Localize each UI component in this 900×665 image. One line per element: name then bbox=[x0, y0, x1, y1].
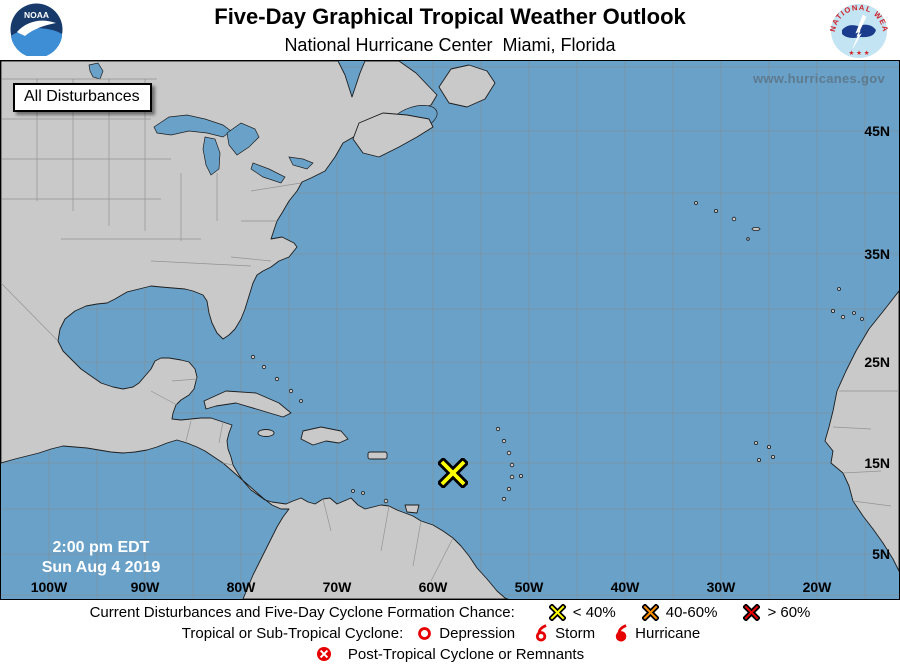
yellow-x-icon bbox=[548, 603, 566, 621]
map-legend: Current Disturbances and Five-Day Cyclon… bbox=[0, 600, 900, 665]
medium-chance-label: 40-60% bbox=[665, 603, 718, 621]
legend-item-storm: Storm bbox=[533, 623, 596, 643]
legend-item-high-chance: > 60% bbox=[743, 603, 811, 621]
small-islands bbox=[250, 201, 864, 504]
puerto-rico bbox=[367, 451, 388, 460]
lat-label-25n: 25N bbox=[864, 354, 890, 370]
nova-scotia bbox=[352, 112, 434, 158]
outlook-map[interactable]: All Disturbances www.hurricanes.gov 2:00… bbox=[0, 60, 900, 600]
legend-formation-chance-row: Current Disturbances and Five-Day Cyclon… bbox=[89, 602, 811, 623]
lakes bbox=[88, 62, 314, 184]
high-chance-label: > 60% bbox=[767, 603, 811, 621]
hurricanes-gov-watermark: www.hurricanes.gov bbox=[752, 71, 885, 86]
post-tropical-label: Post-Tropical Cyclone or Remnants bbox=[347, 645, 585, 663]
newfoundland bbox=[438, 64, 496, 108]
depression-label: Depression bbox=[439, 624, 516, 642]
legend-item-low-chance: < 40% bbox=[548, 603, 616, 621]
lon-label-100w: 100W bbox=[30, 579, 68, 595]
disturbance-marker-yellow-x[interactable] bbox=[436, 456, 470, 490]
timestamp-date: Sun Aug 4 2019 bbox=[41, 559, 161, 576]
lake-michigan bbox=[202, 136, 221, 176]
hurricane-label: Hurricane bbox=[635, 624, 701, 642]
issuance-timestamp: 2:00 pm EDT Sun Aug 4 2019 bbox=[15, 538, 187, 578]
cyclone-types-label: Tropical or Sub-Tropical Cyclone: bbox=[181, 624, 404, 642]
lon-label-80w: 80W bbox=[226, 579, 256, 595]
hurricane-symbol-icon bbox=[613, 623, 628, 643]
lat-label-35n: 35N bbox=[864, 246, 890, 262]
lon-label-30w: 30W bbox=[706, 579, 736, 595]
lat-label-45n: 45N bbox=[864, 123, 890, 139]
low-chance-label: < 40% bbox=[572, 603, 616, 621]
timestamp-time: 2:00 pm EDT bbox=[52, 539, 150, 556]
legend-post-tropical-row: Post-Tropical Cyclone or Remnants bbox=[316, 644, 584, 665]
lon-label-20w: 20W bbox=[802, 579, 832, 595]
trinidad bbox=[404, 504, 420, 514]
atlantic-basemap bbox=[1, 61, 899, 599]
red-x-icon bbox=[743, 603, 761, 621]
political-borders bbox=[1, 78, 899, 582]
lon-label-90w: 90W bbox=[130, 579, 160, 595]
lon-label-50w: 50W bbox=[514, 579, 544, 595]
svg-text:★ ★ ★: ★ ★ ★ bbox=[848, 50, 869, 57]
depression-circle-icon bbox=[417, 626, 432, 641]
hispaniola bbox=[300, 426, 349, 446]
legend-cyclone-row: Tropical or Sub-Tropical Cyclone: Depres… bbox=[182, 623, 718, 644]
cuba bbox=[203, 390, 292, 418]
page-header: NOAA Five-Day Graphical Tropical Weather… bbox=[0, 0, 900, 60]
nws-logo-icon: NATIONAL WEATHER SERVICE ★ ★ ★ bbox=[827, 0, 889, 64]
legend-item-medium-chance: 40-60% bbox=[641, 603, 718, 621]
lat-label-5n: 5N bbox=[872, 546, 890, 562]
lake-huron bbox=[226, 122, 260, 156]
jamaica bbox=[257, 429, 275, 437]
lon-label-40w: 40W bbox=[610, 579, 640, 595]
americas-landmass bbox=[1, 61, 509, 599]
page-subtitle: National Hurricane Center Miami, Florida bbox=[284, 35, 616, 56]
all-disturbances-label: All Disturbances bbox=[13, 83, 152, 112]
noaa-logo-icon: NOAA bbox=[10, 3, 63, 61]
lon-label-70w: 70W bbox=[322, 579, 352, 595]
orange-x-icon bbox=[641, 603, 659, 621]
legend-item-hurricane: Hurricane bbox=[613, 623, 701, 643]
legend-item-depression: Depression bbox=[417, 625, 515, 642]
storm-symbol-icon bbox=[533, 623, 548, 643]
lake-ontario bbox=[288, 156, 314, 170]
lake-erie bbox=[250, 162, 286, 184]
lat-label-15n: 15N bbox=[864, 455, 890, 471]
formation-chance-label: Current Disturbances and Five-Day Cyclon… bbox=[89, 603, 515, 621]
storm-label: Storm bbox=[555, 624, 596, 642]
svg-text:NOAA: NOAA bbox=[24, 10, 49, 20]
post-tropical-circle-x-icon bbox=[316, 646, 332, 662]
africa-landmass bbox=[824, 290, 899, 572]
page-title: Five-Day Graphical Tropical Weather Outl… bbox=[214, 4, 686, 29]
lon-label-60w: 60W bbox=[418, 579, 448, 595]
landmasses bbox=[1, 61, 899, 599]
